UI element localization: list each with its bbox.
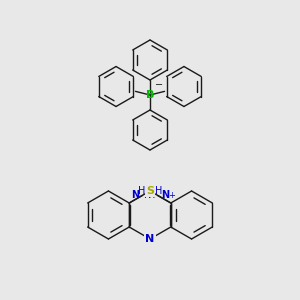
Text: S: S <box>146 186 154 196</box>
Text: H: H <box>155 185 163 196</box>
Text: N: N <box>146 234 154 244</box>
Text: −: − <box>155 80 163 90</box>
Text: N: N <box>161 190 169 200</box>
Text: +: + <box>168 191 175 200</box>
Text: N: N <box>131 190 139 200</box>
Text: H: H <box>137 185 145 196</box>
Text: B: B <box>146 90 154 100</box>
Text: H: H <box>144 190 152 200</box>
Text: H: H <box>148 190 156 200</box>
